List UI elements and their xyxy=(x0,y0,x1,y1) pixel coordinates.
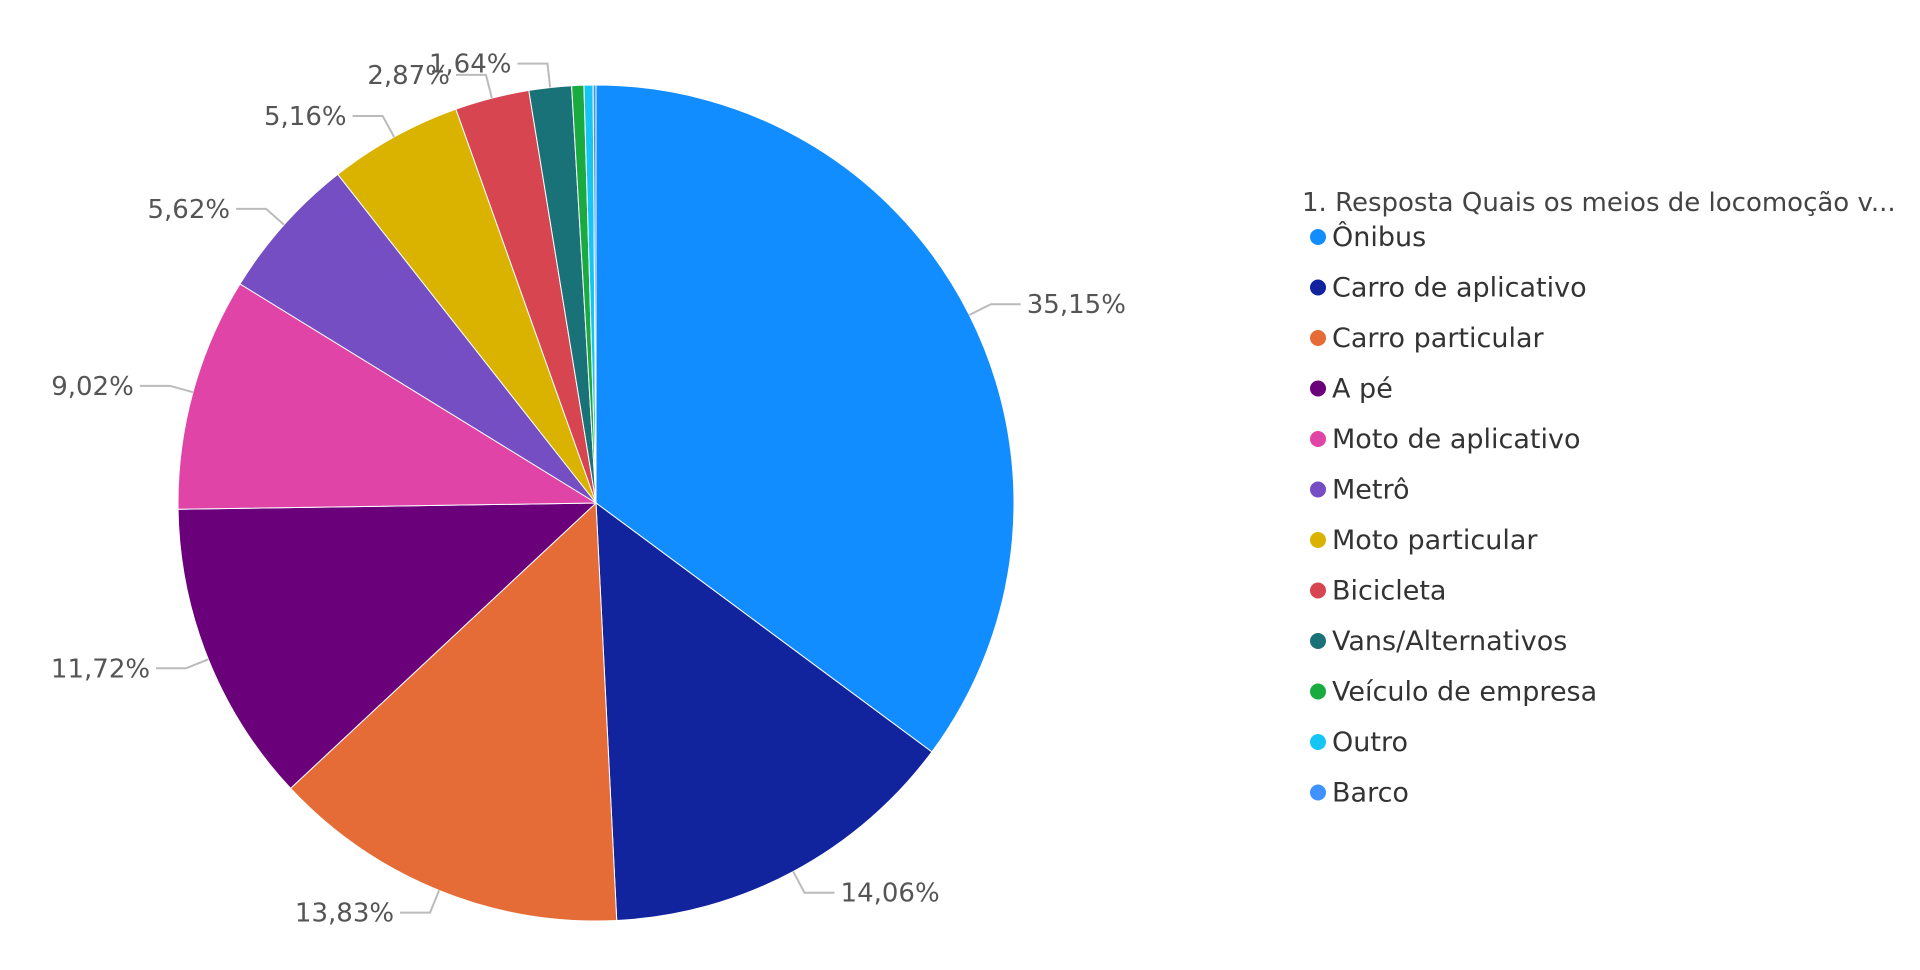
pie-slice[interactable] xyxy=(177,502,598,790)
pie-slice[interactable] xyxy=(595,84,1015,753)
data-label: 1,64% xyxy=(429,50,512,80)
leader-line xyxy=(139,384,194,394)
legend-marker xyxy=(1310,784,1326,801)
legend-item[interactable]: Carro particular xyxy=(1332,323,1545,354)
leader-line xyxy=(792,871,835,894)
legend-marker xyxy=(1310,734,1326,750)
legend-marker xyxy=(1310,380,1326,397)
legend-marker xyxy=(1310,683,1326,700)
leader-line xyxy=(236,207,285,226)
pie-slice[interactable] xyxy=(239,173,597,504)
legend-item[interactable]: Vans/Alternativos xyxy=(1332,626,1567,657)
data-label: 11,72% xyxy=(51,654,150,684)
leader-lines xyxy=(139,62,1021,914)
data-label: 9,02% xyxy=(51,372,134,402)
leader-line xyxy=(517,62,552,88)
data-labels: 35,15% 14,06% 13,83% 11,72% 9,02% 5,62% 5,16% 2… xyxy=(51,50,1126,929)
legend-marker xyxy=(1310,532,1326,548)
legend-item[interactable]: Bicicleta xyxy=(1332,576,1446,607)
pie-slices xyxy=(177,84,1015,922)
leader-line xyxy=(455,73,493,99)
legend-item[interactable]: Ônibus xyxy=(1332,221,1426,253)
legend-title: 1. Resposta Quais os meios de locomoção … xyxy=(1302,188,1896,218)
pie-slice[interactable] xyxy=(177,283,598,510)
legend-item[interactable]: Moto de aplicativo xyxy=(1332,424,1581,455)
legend-marker xyxy=(1310,431,1326,447)
legend-marker xyxy=(1310,330,1326,346)
legend-marker xyxy=(1310,633,1326,649)
legend-marker xyxy=(1310,279,1326,296)
legend-marker xyxy=(1310,582,1326,599)
data-label: 13,83% xyxy=(295,899,394,929)
legend-item[interactable]: Barco xyxy=(1332,778,1409,809)
data-label: 35,15% xyxy=(1027,290,1126,320)
leader-line xyxy=(400,890,441,914)
legend-item[interactable]: Carro de aplicativo xyxy=(1332,273,1587,304)
leader-line xyxy=(156,658,209,670)
legend-item[interactable]: Veículo de empresa xyxy=(1332,677,1597,708)
data-label: 5,62% xyxy=(147,195,230,225)
legend-marker xyxy=(1310,481,1326,498)
legend-item[interactable]: Metrô xyxy=(1332,475,1410,506)
data-label: 14,06% xyxy=(841,879,940,909)
leader-line xyxy=(352,114,396,138)
legend-item[interactable]: A pé xyxy=(1332,374,1393,405)
leader-line xyxy=(968,303,1021,316)
pie-slice[interactable] xyxy=(592,84,597,504)
legend: 1. Resposta Quais os meios de locomoção … xyxy=(1302,188,1896,809)
pie-slice[interactable] xyxy=(289,501,618,922)
legend-item[interactable]: Outro xyxy=(1332,727,1408,758)
data-label: 2,87% xyxy=(367,61,450,91)
data-label: 5,16% xyxy=(264,102,347,132)
legend-marker xyxy=(1310,229,1326,245)
legend-item[interactable]: Moto particular xyxy=(1332,525,1538,556)
